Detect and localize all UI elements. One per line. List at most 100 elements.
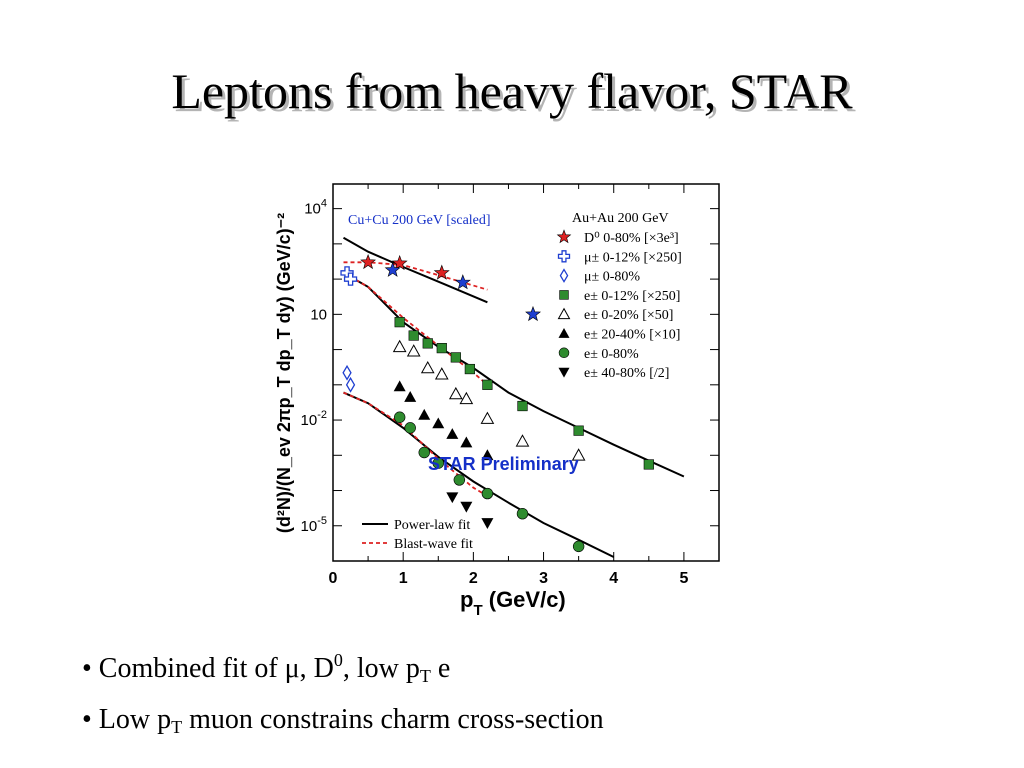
data-point (480, 411, 495, 424)
data-point (432, 417, 445, 429)
bullet-text: e (430, 653, 451, 684)
bullet-text: • Low p (82, 704, 172, 735)
legend-marker (558, 328, 570, 338)
legend-label: μ± 0-12% [×250] (584, 250, 682, 265)
bullet-sub: T (171, 717, 183, 737)
x-tick-label: 2 (469, 570, 478, 587)
legend-label: D⁰ 0-80% [×3e³] (584, 231, 679, 246)
data-point (342, 364, 352, 381)
x-tick-label: 5 (679, 570, 688, 587)
data-point (573, 425, 584, 436)
data-point (446, 428, 459, 439)
data-point (571, 448, 586, 461)
y-axis-label: (d²N)/(N_ev 2πp_T dp_T dy) (GeV/c)⁻² (274, 213, 294, 533)
x-axis-label: pT (GeV/c) (460, 587, 566, 619)
data-point (459, 391, 474, 405)
data-point (404, 422, 416, 434)
data-point (433, 264, 450, 280)
bullet-item: • Combined fit of μ, D0, low pT e (82, 640, 604, 700)
data-point (464, 363, 475, 375)
x-tick-label: 4 (609, 570, 618, 587)
data-point (460, 501, 473, 513)
data-point (481, 449, 494, 461)
data-point (420, 360, 435, 374)
data-point (360, 253, 376, 270)
data-point (516, 507, 529, 520)
x-tick-label: 0 (329, 570, 338, 587)
legend-label: e± 0-20% [×50] (584, 308, 673, 323)
power-law-curve (343, 391, 615, 558)
data-point (525, 305, 542, 322)
legend-marker (557, 250, 571, 263)
y-tick-label: 10-2 (301, 409, 327, 429)
data-point (345, 376, 356, 393)
legend-marker (556, 229, 572, 244)
fit-legend-label: Blast-wave fit (394, 537, 473, 552)
slide-title: Leptons from heavy flavor, STAR (171, 63, 853, 119)
watermark: STAR Preliminary (428, 454, 579, 474)
fit-legend-label: Power-law fit (394, 518, 470, 533)
legend-title: Au+Au 200 GeV (572, 211, 669, 226)
x-axis-label-rest: (GeV/c) (483, 587, 566, 612)
data-point (515, 434, 530, 447)
y-tick-label: 10-5 (301, 515, 327, 535)
data-point (436, 343, 447, 354)
top-left-label: Cu+Cu 200 GeV [scaled] (348, 213, 491, 228)
data-points (340, 253, 654, 553)
data-point (391, 254, 408, 271)
x-axis-label-sub: T (473, 602, 482, 619)
legend: D⁰ 0-80% [×3e³] μ± 0-12% [×250] μ± 0-80% e±… (556, 229, 682, 381)
data-point (384, 261, 401, 277)
legend-marker (558, 347, 570, 359)
data-point (453, 474, 466, 486)
x-tick-label: 3 (539, 570, 548, 587)
bullet-list: • Combined fit of μ, D0, low pT e • Low … (82, 640, 604, 760)
power-law-curve (343, 272, 685, 478)
data-point (434, 367, 449, 380)
x-axis-label-main: p (460, 587, 473, 612)
legend-label: e± 20-40% [×10] (584, 328, 680, 343)
data-point (393, 380, 406, 392)
y-tick-label: 10 (310, 306, 327, 323)
data-point (408, 330, 419, 341)
data-point (404, 391, 417, 402)
data-point (418, 446, 430, 459)
legend-marker (559, 290, 569, 300)
data-point (482, 379, 493, 390)
legend-label: e± 0-80% (584, 347, 639, 362)
fit-curves (343, 236, 685, 558)
legend-marker (558, 367, 570, 378)
y-tick-label: 104 (304, 198, 327, 218)
data-point (517, 400, 528, 412)
data-point (394, 317, 405, 328)
svg-text:pT (GeV/c): pT (GeV/c) (460, 587, 566, 619)
data-point (643, 459, 654, 470)
data-point (481, 518, 494, 529)
data-point (406, 344, 421, 357)
plot-frame (332, 183, 720, 562)
legend-marker (559, 268, 569, 283)
data-point (393, 411, 406, 423)
data-point (432, 457, 444, 469)
bullet-item: • Low pT muon constrains charm cross-sec… (82, 700, 604, 760)
data-point (454, 274, 471, 290)
x-tick-label: 1 (399, 570, 408, 587)
data-point (446, 492, 459, 504)
data-point (450, 352, 461, 363)
axis-ticks: 0 1 2 3 4 5 104 10 10-2 10-5 (301, 184, 720, 587)
bullet-text: muon constrains charm cross-section (182, 704, 604, 735)
blast-wave-curve (343, 272, 488, 386)
blast-wave-curve (343, 391, 488, 497)
bullet-text: , low p (342, 653, 420, 684)
data-point (392, 339, 407, 353)
chart: 0 1 2 3 4 5 104 10 10-2 10-5 Cu+Cu 200 GeV [scale… (274, 183, 720, 619)
legend-label: μ± 0-80% (584, 270, 640, 285)
data-point (572, 540, 585, 553)
data-point (460, 436, 473, 448)
data-point (448, 386, 463, 400)
legend-marker (557, 307, 571, 320)
legend-label: e± 0-12% [×250] (584, 289, 680, 304)
data-point (343, 272, 358, 286)
data-point (481, 487, 494, 500)
fit-legend: Power-law fit Blast-wave fit (362, 518, 473, 552)
